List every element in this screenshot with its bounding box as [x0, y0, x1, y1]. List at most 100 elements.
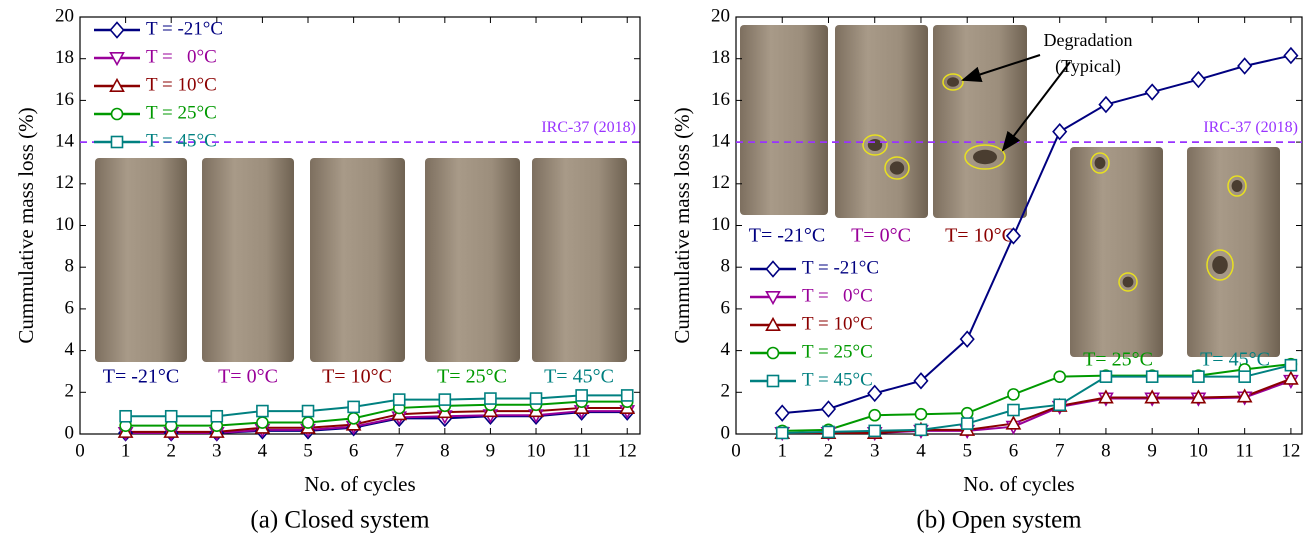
y-tick-label: 6 [65, 297, 75, 318]
annotation-arrow [961, 54, 1041, 83]
degradation-spot [1231, 180, 1243, 192]
degradation-spot [867, 139, 883, 151]
marker [256, 404, 269, 418]
y-tick-label: 12 [55, 172, 74, 193]
x-tick-label: 11 [1236, 440, 1254, 461]
degradation-spot [889, 161, 905, 175]
y-axis-label: Cummulative mass loss (%) [670, 107, 694, 343]
series-line [782, 377, 1292, 434]
x-tick-label: 0 [75, 440, 85, 461]
x-tick-label: 7 [394, 440, 404, 461]
y-axis-label: Cummulative mass loss (%) [14, 107, 38, 343]
y-tick-label: 8 [65, 256, 75, 277]
degradation-marker [1206, 249, 1234, 281]
specimen-photo [202, 158, 294, 362]
series-line [782, 363, 1292, 432]
marker [484, 392, 497, 405]
reference-label: IRC-37 (2018) [541, 119, 636, 136]
marker [913, 372, 929, 390]
degradation-spot [1212, 256, 1228, 274]
specimen-photo [933, 25, 1027, 218]
x-tick-label: 0 [731, 440, 741, 461]
marker [301, 416, 315, 429]
legend-marker [765, 316, 781, 332]
marker [959, 330, 975, 348]
photo-label: T= 25°C [1083, 349, 1153, 371]
x-tick-label: 6 [1009, 440, 1019, 461]
marker [867, 384, 883, 403]
x-tick-label: 1 [121, 440, 131, 461]
specimen-photo [740, 25, 828, 215]
legend-marker [109, 21, 125, 39]
legend-label: T = 0°C [802, 285, 873, 306]
marker [1284, 358, 1298, 372]
y-tick-label: 18 [55, 47, 74, 68]
marker [960, 417, 974, 430]
legend-marker [766, 346, 780, 360]
x-tick-label: 4 [916, 440, 926, 461]
marker [775, 426, 789, 440]
legend-label: T = 25°C [146, 102, 217, 123]
legend-label: T = 25°C [802, 341, 873, 362]
y-tick-label: 4 [65, 339, 75, 360]
photo-label: T= -21°C [103, 366, 180, 388]
photo-label: T= 25°C [437, 366, 507, 388]
specimen-photo [1070, 147, 1163, 357]
marker [774, 404, 790, 422]
reference-label: IRC-37 (2018) [1203, 119, 1298, 136]
degradation-marker [1090, 152, 1110, 174]
x-tick-label: 12 [618, 440, 637, 461]
degradation-spot [973, 149, 997, 165]
marker [529, 392, 543, 405]
specimen-photo [310, 158, 405, 362]
specimen-photo [425, 158, 520, 362]
legend-label: T = 45°C [146, 130, 217, 151]
marker [820, 400, 837, 418]
marker [1238, 370, 1251, 383]
x-axis-label: No. of cycles [963, 472, 1074, 496]
legend-label: T = 45°C [802, 369, 873, 390]
y-tick-label: 2 [721, 381, 731, 402]
marker [1237, 57, 1253, 75]
marker [1052, 122, 1068, 141]
marker [347, 412, 360, 425]
photo-label: T= 10°C [945, 225, 1015, 247]
series-line [125, 400, 628, 427]
specimen-photo [532, 158, 627, 362]
x-tick-label: 7 [1055, 440, 1065, 461]
x-tick-label: 4 [258, 440, 268, 461]
y-tick-label: 8 [721, 256, 731, 277]
legend-marker [766, 374, 780, 388]
x-tick-label: 9 [486, 440, 496, 461]
x-tick-label: 8 [440, 440, 450, 461]
marker [1053, 370, 1066, 383]
marker [1192, 370, 1205, 383]
x-tick-label: 1 [777, 440, 787, 461]
legend-label: T = 10°C [802, 313, 873, 334]
y-tick-label: 16 [711, 89, 730, 110]
y-tick-label: 2 [65, 381, 75, 402]
x-tick-label: 5 [962, 440, 972, 461]
subplot-caption: (a) Closed system [250, 507, 430, 534]
marker [1007, 388, 1020, 401]
x-tick-label: 11 [572, 440, 590, 461]
series-line [782, 364, 1292, 434]
y-tick-label: 12 [711, 172, 730, 193]
marker [1098, 95, 1114, 114]
marker [1145, 370, 1159, 383]
y-tick-label: 4 [721, 339, 731, 360]
legend-marker [110, 135, 124, 149]
marker [914, 423, 928, 437]
y-tick-label: 0 [721, 422, 731, 443]
y-tick-label: 0 [65, 422, 75, 443]
series-line [125, 406, 628, 433]
annotation-arrow [1001, 61, 1071, 152]
x-tick-label: 2 [166, 440, 176, 461]
y-tick-label: 18 [711, 47, 730, 68]
marker [1144, 389, 1161, 404]
legend-label: T = -21°C [802, 257, 879, 278]
photo-label: T= -21°C [749, 225, 826, 247]
photo-label: T= 10°C [322, 366, 392, 388]
specimen-photo [835, 25, 928, 218]
x-tick-label: 3 [870, 440, 880, 461]
